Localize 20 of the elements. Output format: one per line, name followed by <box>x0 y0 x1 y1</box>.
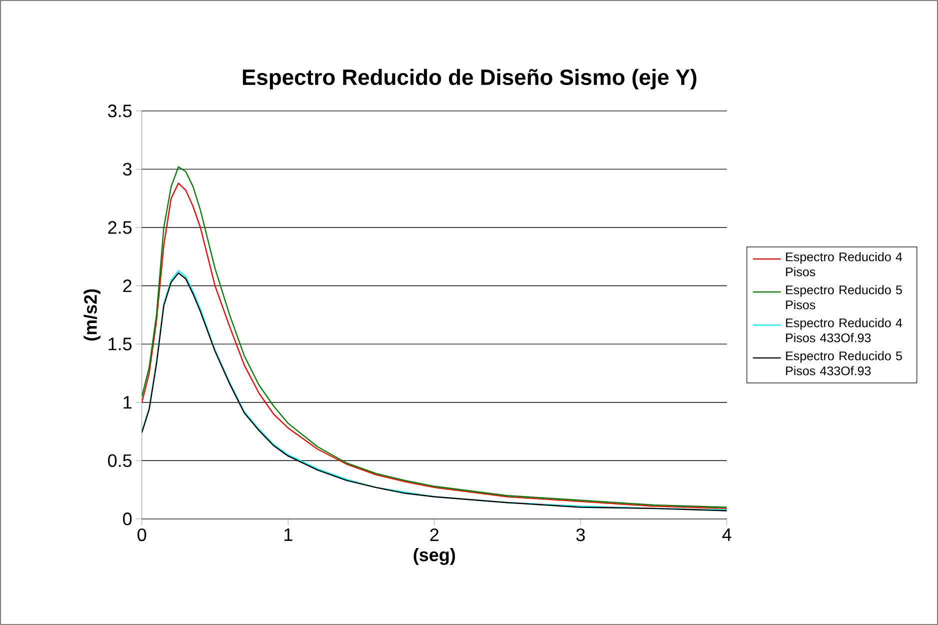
legend-label: Espectro Reducido 4 Pisos 433Of.93 <box>786 318 902 342</box>
x-axis-title: (seg) <box>414 548 455 565</box>
chart-title: Espectro Reducido de Diseño Sismo (eje Y) <box>242 68 696 90</box>
y-tick-label: 3 <box>123 162 132 176</box>
x-tick-label: 4 <box>722 528 732 541</box>
y-tick-label: 2 <box>123 279 132 292</box>
legend-label: Espectro Reducido 5 Pisos <box>786 285 902 310</box>
x-tick-label: 3 <box>576 528 585 542</box>
y-tick-label: 3.5 <box>108 104 132 118</box>
y-tick-label: 0.5 <box>108 454 132 468</box>
x-tick-label: 1 <box>284 528 292 541</box>
y-tick-label: 1 <box>124 396 132 409</box>
legend-label: Espectro Reducido 5 Pisos 433Of.93 <box>786 351 902 376</box>
y-tick-label: 2.5 <box>108 221 132 234</box>
x-tick-label: 2 <box>430 528 438 542</box>
x-tick-label: 0 <box>138 528 146 542</box>
y-tick-label: 0 <box>123 512 132 526</box>
legend-label: Espectro Reducido 4 Pisos <box>786 252 902 276</box>
y-axis-title: (m/s2) <box>84 289 100 341</box>
y-tick-label: 1.5 <box>108 338 132 350</box>
